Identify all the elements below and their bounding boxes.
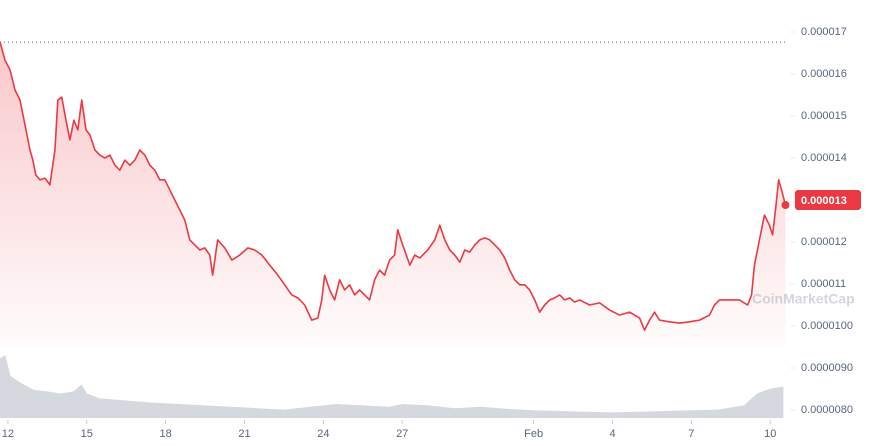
price-area [0,42,786,345]
x-tick-label: 10 [764,428,776,440]
x-tick-label: 27 [396,428,408,440]
current-price-label: 0.000013 [801,195,847,207]
y-tick-label: 0.000011 [801,278,846,290]
y-tick-label: 0.000016 [801,68,847,80]
current-price-box [795,190,861,210]
y-tick-label: 0.000015 [801,110,847,122]
y-tick-label: 0.000012 [801,236,847,248]
x-tick-label: Feb [524,428,543,440]
y-tick-label: 0.0000100 [801,320,853,332]
volume-area [0,355,784,418]
x-tick-label: 7 [688,428,694,440]
y-tick-label: 0.000017 [801,26,847,38]
price-line [0,41,787,331]
y-tick-label: 0.0000080 [801,404,853,416]
last-point [781,201,790,210]
x-tick-label: 12 [2,428,14,440]
y-tick-label: 0.0000090 [801,362,853,374]
x-tick-label: 18 [159,428,171,440]
x-tick-label: 21 [238,428,250,440]
y-tick-label: 0.000014 [801,152,847,164]
x-tick-label: 4 [609,428,615,440]
x-tick-label: 24 [317,428,329,440]
x-tick-label: 15 [81,428,93,440]
